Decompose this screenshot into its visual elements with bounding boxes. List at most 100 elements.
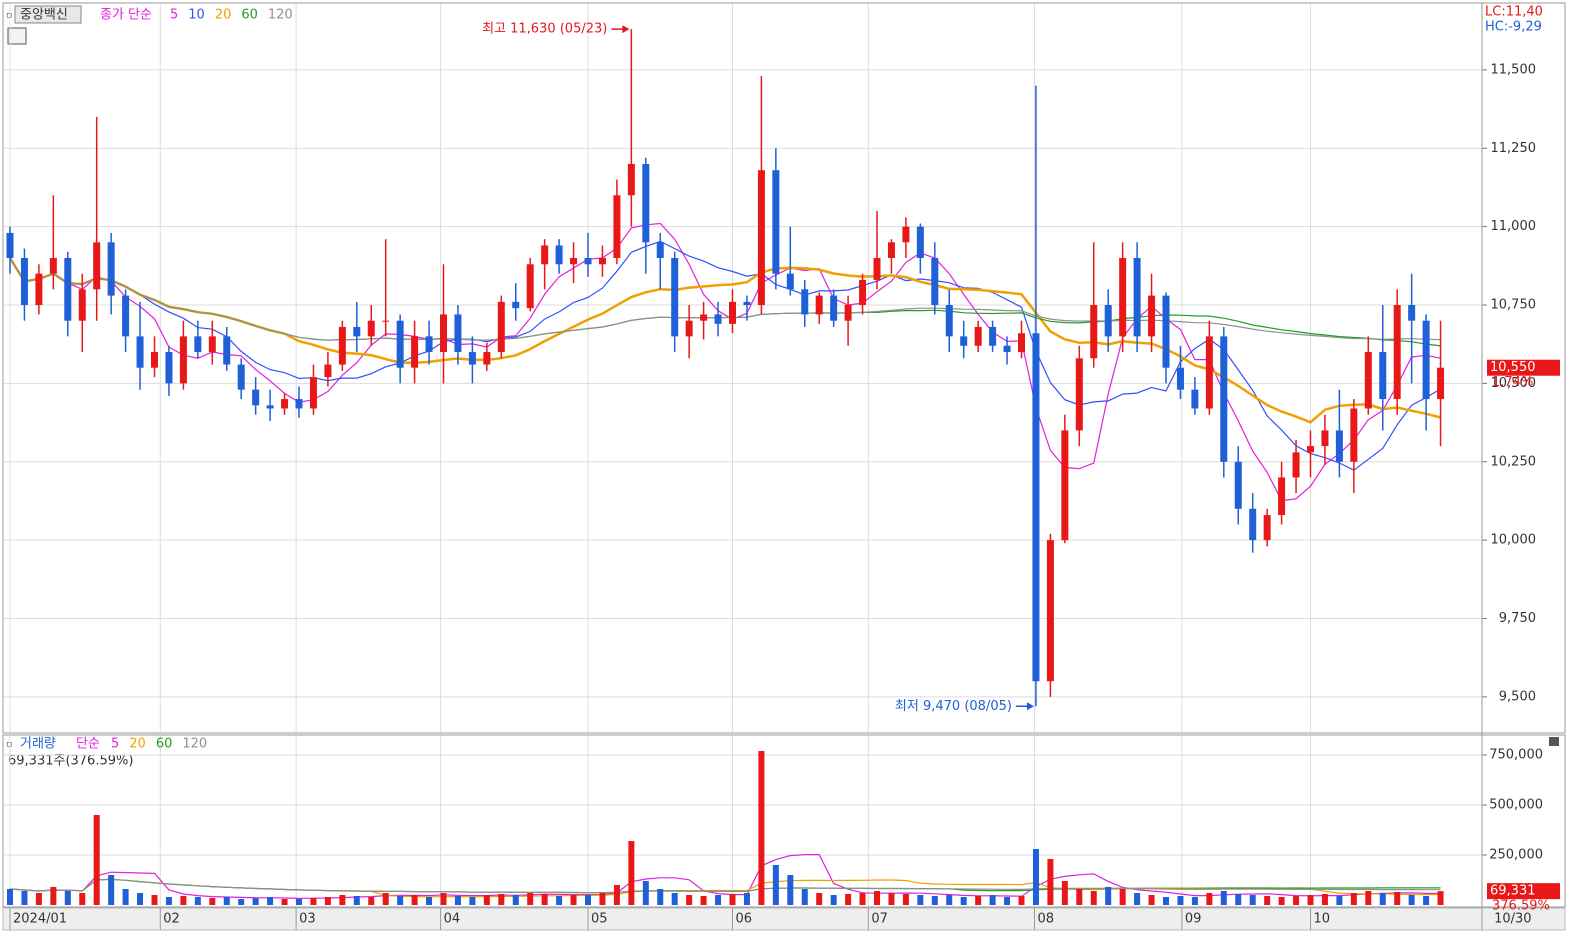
volume-bar xyxy=(1163,897,1169,905)
volume-bar xyxy=(1004,897,1011,905)
bullet: ▫ xyxy=(6,740,12,750)
volume-bar xyxy=(917,895,924,905)
volume-bar xyxy=(469,897,476,905)
volume-bar xyxy=(108,875,115,905)
candle-body xyxy=(584,257,592,265)
candle-body xyxy=(64,257,72,321)
candle-body xyxy=(1379,352,1387,400)
volume-bar xyxy=(440,893,447,905)
candle-body xyxy=(671,257,679,337)
candle-body xyxy=(1191,389,1199,409)
x-tick-label: 07 xyxy=(871,912,888,927)
candle-body xyxy=(931,257,939,306)
candle-body xyxy=(1278,477,1286,516)
candle-body xyxy=(425,336,433,353)
last-price-label: 10,550 xyxy=(1490,360,1536,375)
candle-body xyxy=(873,257,881,280)
candle-body xyxy=(743,301,751,306)
symbol-button[interactable] xyxy=(14,5,82,24)
y-tick-label: 10,750 xyxy=(1491,298,1537,313)
volume-bar xyxy=(874,891,880,905)
volume-bar xyxy=(296,899,302,905)
volume-bar xyxy=(21,891,28,905)
x-tick-label: 10/30 xyxy=(1494,912,1531,927)
volume-bar xyxy=(1394,892,1401,905)
volume-bar xyxy=(1119,889,1126,905)
volume-bar xyxy=(137,893,144,905)
candle-body xyxy=(1393,305,1401,400)
volume-bar xyxy=(801,889,808,905)
volume-bar xyxy=(238,899,245,905)
y-tick-label: 9,750 xyxy=(1499,611,1536,626)
volume-bar xyxy=(743,893,750,905)
close-pane-button[interactable] xyxy=(1549,737,1559,746)
candle-body xyxy=(555,245,563,265)
volume-bar xyxy=(1365,891,1372,905)
legend-period: 10 xyxy=(188,8,205,23)
volume-bar xyxy=(700,896,707,905)
moving-average xyxy=(9,257,1441,341)
candle-body xyxy=(642,163,650,243)
volume-bar xyxy=(122,889,129,905)
candle-body xyxy=(194,336,202,353)
volume-bar xyxy=(397,896,404,905)
candle-body xyxy=(497,301,505,353)
volume-bar xyxy=(1061,881,1068,905)
candle-body xyxy=(1321,430,1329,447)
table-icon[interactable] xyxy=(7,27,27,45)
candle-body xyxy=(613,195,621,258)
volume-info: 69,331주(376.59%) xyxy=(8,754,133,769)
volume-bar xyxy=(209,898,216,905)
last-volume-label: 69,331 xyxy=(1490,884,1536,899)
candle-body xyxy=(1075,358,1083,431)
volume-bar xyxy=(1177,896,1184,905)
symbol-name[interactable]: 중앙백신 xyxy=(20,8,68,23)
candle-body xyxy=(772,170,780,274)
legend-period: 20 xyxy=(129,737,146,752)
legend-period: 120 xyxy=(268,8,293,23)
annotation-text: 최저 9,470 (08/05) xyxy=(895,699,1012,714)
volume-bar xyxy=(35,893,42,905)
volume-bar xyxy=(483,895,490,905)
volume-bar xyxy=(628,841,635,905)
volume-bar xyxy=(353,896,360,905)
candle-body xyxy=(1133,257,1141,337)
volume-bar xyxy=(252,898,259,905)
candle-body xyxy=(6,232,14,258)
candle-body xyxy=(20,257,28,306)
volume-bar xyxy=(1379,893,1386,905)
y-tick-label: 10,250 xyxy=(1491,454,1537,469)
volume-bar xyxy=(281,899,288,905)
candle-body xyxy=(468,352,476,365)
volume-bar xyxy=(570,895,577,905)
volume-bar xyxy=(1235,894,1242,905)
volume-bar xyxy=(368,897,375,905)
volume-bar xyxy=(585,895,591,905)
volume-title: 거래량 xyxy=(20,737,56,752)
volume-bar xyxy=(194,897,201,905)
candle-body xyxy=(1119,257,1127,337)
moving-average xyxy=(9,240,1441,471)
moving-average xyxy=(9,222,1441,502)
volume-bar xyxy=(151,895,158,905)
volume-bar xyxy=(657,889,664,905)
candle-body xyxy=(1335,430,1343,462)
volume-bar xyxy=(1321,894,1328,905)
volume-bar xyxy=(1336,896,1343,905)
candle-body xyxy=(1032,333,1040,682)
candle-body xyxy=(989,326,997,346)
x-tick-label: 02 xyxy=(163,912,180,927)
indicator-label: 종가 단순 xyxy=(100,8,152,23)
candle-body xyxy=(78,289,86,321)
x-tick-label: 06 xyxy=(736,912,753,927)
candle-body xyxy=(685,320,693,337)
volume-bar xyxy=(556,896,563,905)
last-volume-box xyxy=(1487,883,1560,900)
annotation-text: 최고 11,630 (05/23) xyxy=(482,22,607,37)
volume-bar xyxy=(1090,891,1097,905)
candle-body xyxy=(353,326,361,337)
candle-body xyxy=(396,320,404,368)
volume-bar xyxy=(671,893,678,905)
candle-body xyxy=(1104,305,1112,337)
candle-body xyxy=(179,336,187,384)
